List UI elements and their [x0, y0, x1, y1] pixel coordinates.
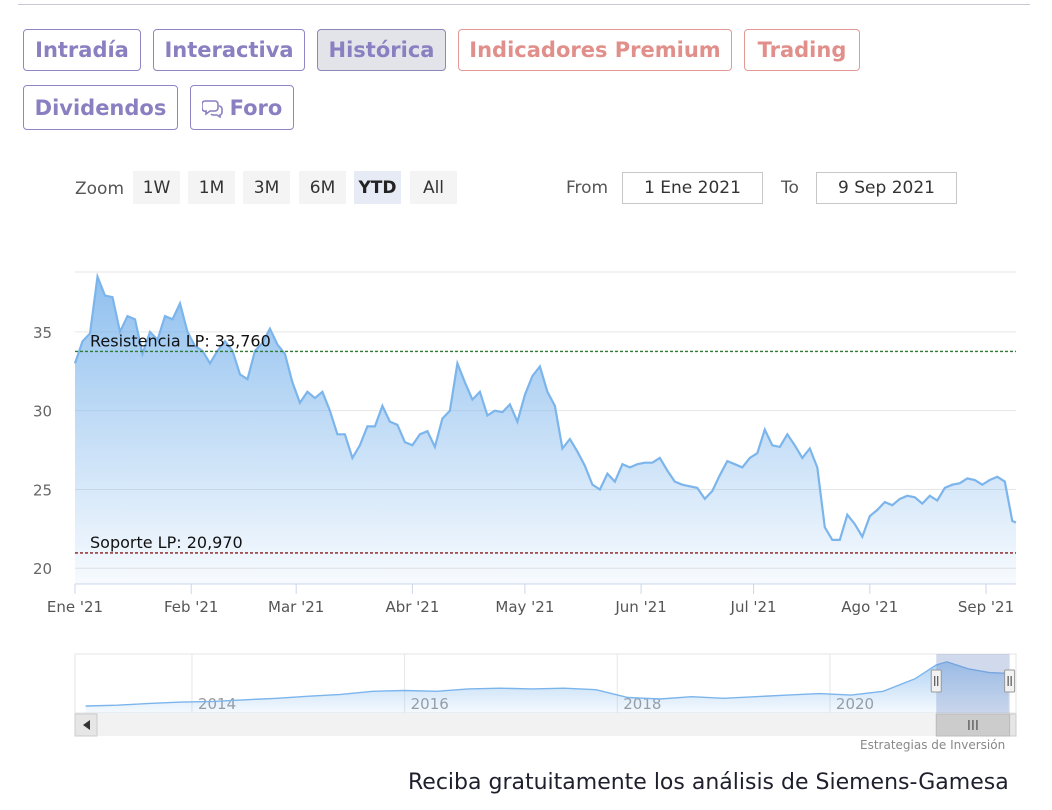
price-chart[interactable]: 20 25 30 35 Ene '21 Feb '21 Mar '21 Abr '21 May…	[0, 0, 1052, 760]
tab-label: Trading	[757, 38, 847, 62]
y-tick-label: 20	[33, 560, 52, 578]
tab-intradia[interactable]: Intradía	[23, 29, 141, 71]
from-label: From	[566, 178, 609, 198]
scrollbar[interactable]	[74, 713, 1017, 737]
tab-label: Intradía	[35, 38, 129, 62]
x-tick-label: Abr '21	[385, 598, 439, 616]
zoom-6m-button[interactable]: 6M	[299, 171, 346, 204]
x-tick-label: Ene '21	[47, 598, 103, 616]
y-tick-label: 35	[33, 324, 52, 342]
navigator-handle-right[interactable]	[1004, 669, 1016, 693]
chat-bubbles-icon	[201, 99, 223, 118]
resistance-label: Resistencia LP: 33,760	[90, 331, 271, 350]
tab-interactiva[interactable]: Interactiva	[153, 29, 305, 71]
scrollbar-thumb[interactable]	[935, 713, 1011, 737]
x-tick-label: Sep '21	[958, 598, 1014, 616]
zoom-all-button[interactable]: All	[410, 171, 457, 204]
from-date-input[interactable]: 1 Ene 2021	[622, 172, 763, 204]
y-tick-label: 25	[33, 481, 52, 499]
price-area	[75, 276, 1016, 584]
tab-trading[interactable]: Trading	[744, 29, 860, 71]
navigator-line	[85, 661, 1009, 707]
x-tick-label: Mar '21	[268, 598, 324, 616]
tab-label: Dividendos	[34, 95, 167, 120]
y-tick-label: 30	[33, 403, 52, 421]
zoom-3m-button[interactable]: 3M	[243, 171, 290, 204]
x-tick-label: May '21	[495, 598, 554, 616]
tab-historica[interactable]: Histórica	[317, 29, 446, 71]
chart-credit[interactable]: Estrategias de Inversión	[860, 738, 1006, 752]
handle-body	[1004, 669, 1016, 693]
x-tick-label: Feb '21	[164, 598, 219, 616]
arrow-left-icon	[83, 720, 90, 730]
newsletter-heading: Reciba gratuitamente los análisis de Sie…	[408, 770, 1009, 795]
zoom-1m-button[interactable]: 1M	[188, 171, 235, 204]
tab-dividendos[interactable]: Dividendos	[23, 85, 178, 130]
y-axis: 20 25 30 35	[33, 324, 52, 578]
x-tick-label: Ago '21	[841, 598, 898, 616]
navigator-selection	[936, 654, 1010, 713]
handle-body	[930, 669, 942, 693]
tab-label: Histórica	[328, 38, 435, 62]
x-tick-label: Jun '21	[614, 598, 666, 616]
zoom-1w-button[interactable]: 1W	[133, 171, 180, 204]
tab-label: Indicadores Premium	[469, 38, 721, 62]
tab-foro[interactable]: Foro	[190, 85, 294, 130]
support-label: Soporte LP: 20,970	[90, 533, 243, 552]
to-date-input[interactable]: 9 Sep 2021	[816, 172, 957, 204]
navigator-area	[85, 661, 1009, 713]
scrollbar-track	[75, 714, 1016, 736]
navigator[interactable]: 2014201620182020	[74, 653, 1017, 714]
zoom-ytd-button[interactable]: YTD	[354, 171, 401, 204]
tab-label: Interactiva	[164, 38, 294, 62]
zoom-label: Zoom	[75, 179, 125, 199]
tab-indicadores-premium[interactable]: Indicadores Premium	[458, 29, 732, 71]
x-tick-label: Jul '21	[730, 598, 777, 616]
navigator-handle-left[interactable]	[930, 669, 942, 693]
x-axis: Ene '21 Feb '21 Mar '21 Abr '21 May '21 Jun '…	[47, 583, 1016, 616]
tab-label: Foro	[229, 95, 283, 120]
support-resistance-lines: Resistencia LP: 33,760 Soporte LP: 20,970	[75, 331, 1016, 554]
to-label: To	[781, 178, 799, 198]
scroll-left-button[interactable]	[74, 713, 98, 737]
top-divider	[18, 4, 1030, 5]
